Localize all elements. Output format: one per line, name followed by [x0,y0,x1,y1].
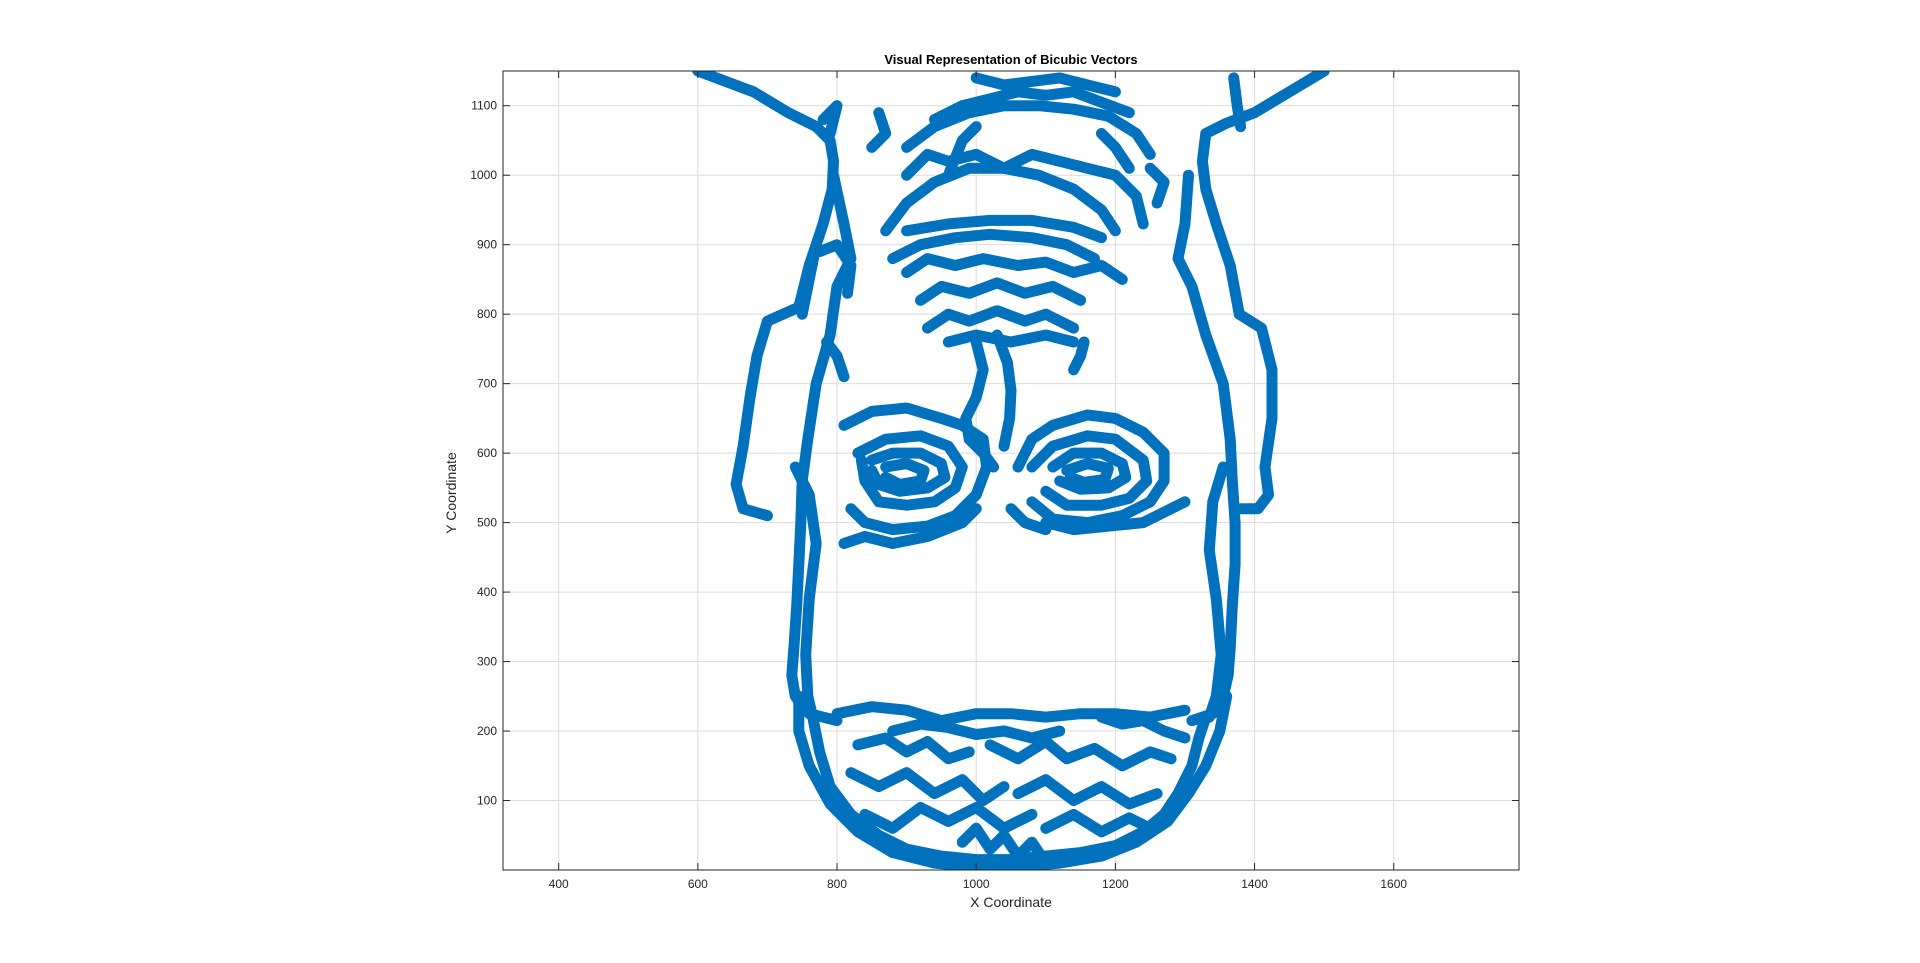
data-stroke [786,169,857,727]
data-stroke [1172,169,1241,727]
data-stroke [838,402,993,536]
data-stroke [807,711,1212,866]
x-tick-label: 400 [549,877,569,891]
data-stroke [901,148,1149,230]
data-stroke [1012,774,1163,810]
data-stroke [901,253,1128,285]
data-stroke [915,277,1087,306]
y-axis-label: Y Coordinate [443,452,459,534]
data-stroke [991,329,1017,452]
x-tick-label: 1200 [1102,877,1129,891]
data-stroke [1040,808,1156,838]
y-tick-label: 1000 [470,168,497,182]
data-stroke [1047,447,1132,495]
data-stroke [887,228,1100,265]
data-stroke [789,461,822,723]
data-stroke [866,447,951,497]
y-tick-label: 1100 [471,99,497,113]
data-stroke [866,107,892,153]
y-tick-label: 600 [477,446,497,460]
y-tick-label: 100 [477,794,497,808]
plot-area [692,71,1330,870]
x-tick-label: 1000 [963,877,990,891]
axes-box [502,70,1520,871]
data-stroke [970,72,1121,98]
data-stroke [1005,503,1052,536]
chart-title: Visual Representation of Bicubic Vectors [884,52,1137,67]
data-stroke [922,305,1080,334]
data-stroke [1096,128,1135,174]
data-stroke [1203,461,1229,723]
data-stroke [942,329,1080,348]
y-tick-label: 200 [477,724,497,738]
data-stroke [1026,430,1153,511]
data-stroke [821,336,850,383]
data-stroke [929,86,1135,126]
axes: 400 600 800 1000 1200 1400 1600 100 200 300 400 500… [470,70,1520,891]
data-stroke [1068,336,1090,376]
y-tick-label: 800 [477,307,497,321]
data-stroke [1228,72,1247,133]
data-stroke [1040,496,1191,536]
y-tick-label: 700 [477,377,497,391]
x-tick-label: 1400 [1241,877,1268,891]
data-stroke [814,239,857,299]
data-stroke [887,718,1066,744]
x-axis-label: X Coordinate [970,894,1052,910]
data-stroke [901,100,1156,160]
data-stroke [852,430,968,511]
data-stroke [859,802,1038,834]
data-stroke [942,121,982,181]
data-stroke [880,458,930,490]
data-series [692,71,1330,870]
data-stroke [880,162,1121,237]
data-stroke [852,732,975,765]
y-tick-label: 400 [477,585,497,599]
y-tick-label: 300 [477,655,497,669]
data-stroke [960,336,1000,473]
data-stroke [1144,162,1170,209]
data-stroke [901,214,1107,244]
data-stroke [984,736,1177,772]
x-tick-label: 600 [688,877,708,891]
data-stroke [793,690,1233,870]
x-tick-label: 800 [827,877,847,891]
data-stroke [796,239,822,320]
x-tick-label: 1600 [1380,877,1407,891]
data-stroke [817,100,843,139]
data-stroke [1061,458,1114,488]
y-tick-label: 500 [477,516,497,530]
data-stroke [845,767,1010,806]
y-tick-label: 900 [477,238,497,252]
data-stroke [1012,409,1170,529]
data-stroke [956,822,1052,869]
data-stroke [831,701,1191,727]
data-stroke [838,503,982,549]
data-stroke [1096,711,1191,744]
